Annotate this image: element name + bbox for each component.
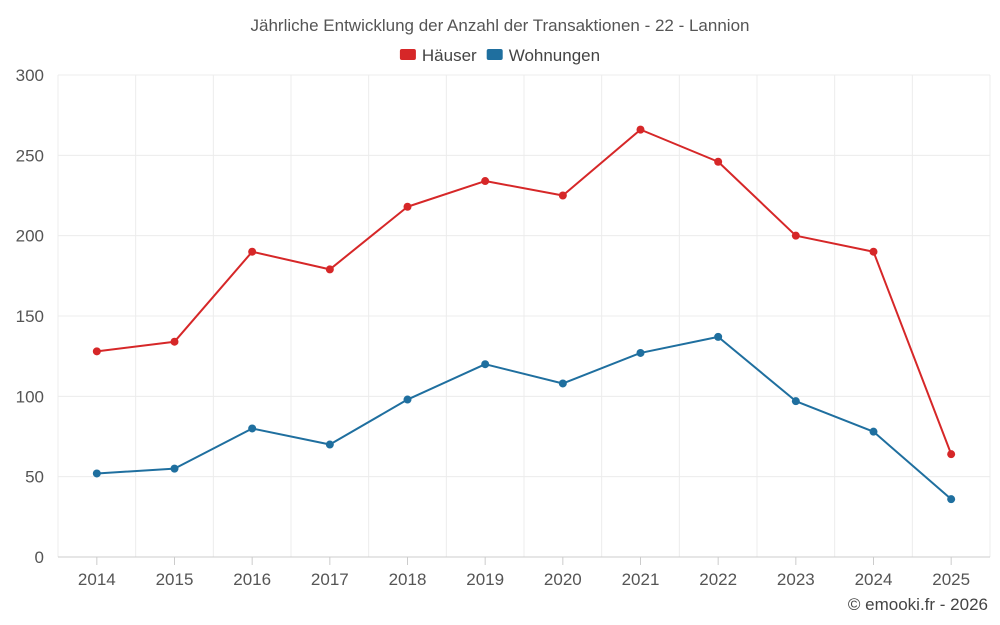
data-point[interactable] — [947, 495, 956, 504]
data-point[interactable] — [558, 191, 567, 200]
y-tick-label: 100 — [16, 387, 44, 406]
series-1 — [92, 332, 956, 504]
legend-label: Wohnungen — [509, 46, 600, 65]
data-point[interactable] — [92, 469, 101, 478]
x-tick-label: 2014 — [78, 570, 116, 589]
x-tick-label: 2015 — [156, 570, 194, 589]
x-tick-label: 2021 — [622, 570, 660, 589]
data-point[interactable] — [481, 360, 490, 369]
legend-label: Häuser — [422, 46, 477, 65]
data-point[interactable] — [636, 125, 645, 134]
y-tick-label: 300 — [16, 66, 44, 85]
data-point[interactable] — [403, 202, 412, 211]
x-tick-label: 2023 — [777, 570, 815, 589]
legend: Häuser Wohnungen — [399, 46, 600, 65]
data-point[interactable] — [92, 347, 101, 356]
data-point[interactable] — [170, 337, 179, 346]
data-point[interactable] — [636, 348, 645, 357]
y-tick-label: 250 — [16, 146, 44, 165]
data-point[interactable] — [248, 424, 257, 433]
x-tick-label: 2020 — [544, 570, 582, 589]
data-point[interactable] — [714, 157, 723, 166]
x-tick-label: 2018 — [389, 570, 427, 589]
series-0 — [92, 125, 956, 459]
data-point[interactable] — [481, 177, 490, 186]
data-point[interactable] — [869, 427, 878, 436]
data-point[interactable] — [325, 440, 334, 449]
data-point[interactable] — [714, 332, 723, 341]
data-point[interactable] — [791, 397, 800, 406]
data-point[interactable] — [170, 464, 179, 473]
data-point[interactable] — [869, 247, 878, 256]
axes: 0 50 100 150 200 250 300 2014 2015 2016 2017 2018 20… — [16, 66, 990, 589]
legend-swatch — [399, 49, 416, 60]
x-tick-label: 2019 — [466, 570, 504, 589]
data-point[interactable] — [558, 379, 567, 388]
credit-label: © emooki.fr - 2026 — [848, 595, 988, 614]
x-tick-label: 2025 — [932, 570, 970, 589]
y-tick-label: 0 — [35, 548, 44, 567]
grid — [57, 74, 991, 557]
series-line — [96, 335, 952, 500]
chart-title: Jährliche Entwicklung der Anzahl der Tra… — [251, 16, 750, 35]
x-tick-label: 2022 — [699, 570, 737, 589]
series-line — [96, 128, 953, 455]
x-tick-label: 2024 — [855, 570, 893, 589]
y-tick-label: 50 — [25, 468, 44, 487]
data-point[interactable] — [325, 265, 334, 274]
legend-item[interactable]: Häuser — [399, 46, 477, 65]
x-tick-label: 2016 — [233, 570, 271, 589]
data-point[interactable] — [791, 231, 800, 240]
legend-swatch — [486, 49, 503, 60]
data-point[interactable] — [403, 395, 412, 404]
data-point[interactable] — [947, 450, 956, 459]
data-point[interactable] — [248, 247, 257, 256]
legend-item[interactable]: Wohnungen — [486, 46, 600, 65]
y-tick-label: 150 — [16, 307, 44, 326]
y-tick-label: 200 — [16, 227, 44, 246]
series-layer — [92, 125, 956, 504]
x-tick-label: 2017 — [311, 570, 349, 589]
